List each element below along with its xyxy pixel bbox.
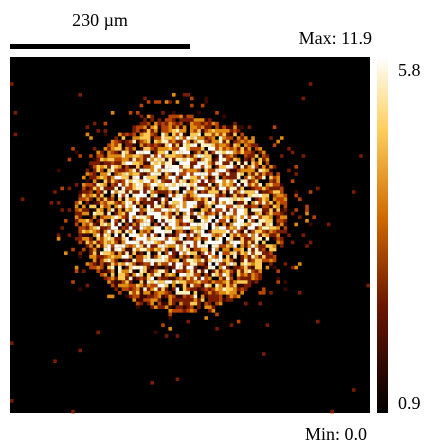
colorbar-tick-label: 0.9 <box>398 393 421 413</box>
scale-bar <box>10 44 190 49</box>
min-label: Min: 0.0 <box>305 424 367 444</box>
colorbar-ticks: 0.9 5.8 <box>398 60 421 413</box>
intensity-image <box>10 82 370 414</box>
colorbar-tick-label: 5.8 <box>398 60 421 80</box>
max-label: Max: 11.9 <box>299 28 372 48</box>
intensity-cells <box>78 125 281 306</box>
intensity-cells <box>60 96 317 327</box>
colorbar <box>377 57 388 413</box>
scale-bar-label: 230 µm <box>72 10 128 30</box>
